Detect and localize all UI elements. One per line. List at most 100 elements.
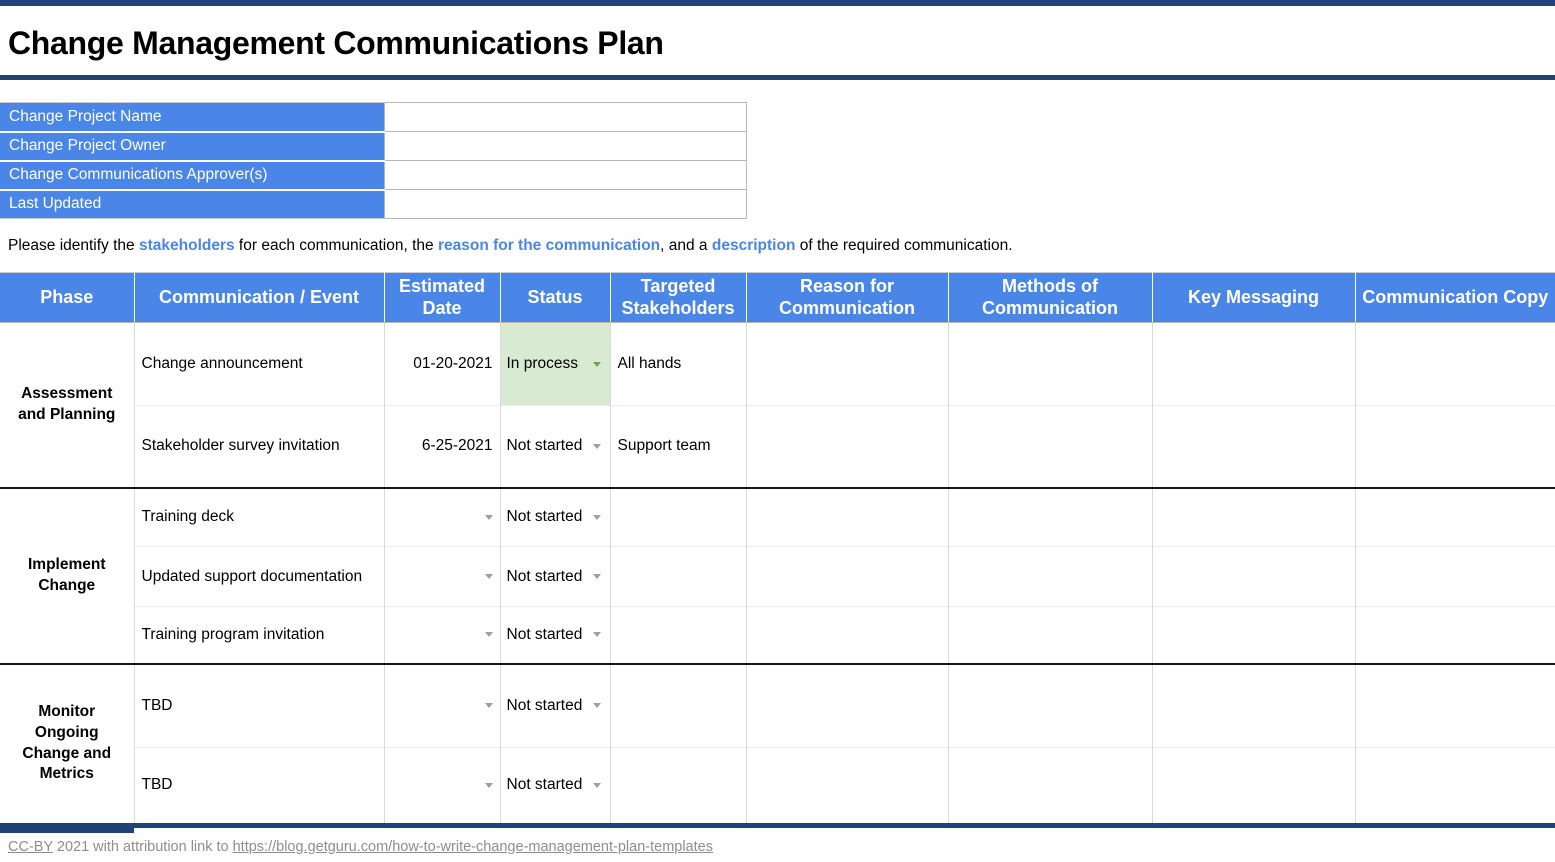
- header-communication-copy: Communication Copy: [1355, 272, 1555, 323]
- attribution-url-link[interactable]: https://blog.getguru.com/how-to-write-ch…: [232, 838, 713, 855]
- approvers-value[interactable]: [383, 160, 747, 190]
- stakeholders-cell[interactable]: Support team: [610, 405, 747, 488]
- last-updated-value[interactable]: [383, 189, 747, 219]
- event-cell[interactable]: Change announcement: [134, 322, 385, 406]
- messaging-cell[interactable]: [1152, 322, 1356, 406]
- chevron-down-icon[interactable]: [592, 361, 601, 367]
- cc-by-link[interactable]: CC-BY: [8, 838, 53, 855]
- table-row: Implement Change Training deck Not start…: [0, 486, 1555, 664]
- methods-cell[interactable]: [948, 747, 1153, 823]
- header-phase: Phase: [0, 272, 135, 323]
- event-cell[interactable]: Training deck: [134, 486, 385, 547]
- chevron-down-icon[interactable]: [484, 574, 493, 579]
- date-value: 01-20-2021: [413, 355, 493, 372]
- status-value: Not started: [506, 567, 583, 585]
- methods-cell[interactable]: [948, 546, 1153, 607]
- status-cell[interactable]: Not started: [500, 546, 611, 607]
- messaging-cell[interactable]: [1152, 747, 1356, 823]
- methods-cell[interactable]: [948, 322, 1153, 406]
- chevron-down-icon[interactable]: [484, 782, 493, 788]
- chevron-down-icon[interactable]: [592, 703, 601, 709]
- intro-text: Please identify the: [8, 237, 139, 254]
- status-cell[interactable]: Not started: [500, 606, 611, 664]
- copy-cell[interactable]: [1355, 405, 1555, 488]
- event-cell[interactable]: TBD: [134, 662, 385, 748]
- chevron-down-icon[interactable]: [592, 443, 601, 449]
- copy-cell[interactable]: [1355, 322, 1555, 406]
- copy-cell[interactable]: [1355, 747, 1555, 823]
- reason-cell[interactable]: [746, 546, 949, 607]
- event-cell[interactable]: Training program invitation: [134, 606, 385, 664]
- reason-cell[interactable]: [746, 662, 949, 748]
- page-title: Change Management Communications Plan: [8, 25, 664, 61]
- status-cell[interactable]: Not started: [500, 405, 611, 488]
- status-value: Not started: [506, 625, 583, 643]
- methods-cell[interactable]: [948, 486, 1153, 547]
- header-row: Phase Communication / Event Estimated Da…: [0, 272, 1555, 323]
- chevron-down-icon[interactable]: [592, 574, 601, 579]
- status-cell[interactable]: Not started: [500, 486, 611, 547]
- status-cell[interactable]: Not started: [500, 662, 611, 748]
- table-row: Change Project Owner: [0, 131, 747, 162]
- date-cell[interactable]: [384, 606, 501, 664]
- messaging-cell[interactable]: [1152, 606, 1356, 664]
- methods-cell[interactable]: [948, 405, 1153, 488]
- status-value: Not started: [506, 508, 583, 526]
- intro-text: for each communication, the: [234, 237, 438, 254]
- date-cell[interactable]: 6-25-2021: [384, 405, 501, 488]
- stakeholders-cell[interactable]: [610, 662, 747, 748]
- status-value: Not started: [506, 696, 583, 714]
- status-value: In process: [506, 355, 579, 372]
- bottom-accent-bar: [0, 822, 1555, 828]
- date-cell[interactable]: [384, 486, 501, 547]
- event-cell[interactable]: Updated support documentation: [134, 546, 385, 607]
- header-reason: Reason for Communication: [746, 272, 949, 323]
- messaging-cell[interactable]: [1152, 405, 1356, 488]
- reason-cell[interactable]: [746, 606, 949, 664]
- intro-sentence: Please identify the stakeholders for eac…: [8, 237, 1555, 255]
- bottom-accent-bar-left-segment: [0, 827, 134, 833]
- chevron-down-icon[interactable]: [592, 782, 601, 788]
- reason-cell[interactable]: [746, 322, 949, 406]
- reason-cell[interactable]: [746, 747, 949, 823]
- project-info-table: Change Project Name Change Project Owner…: [0, 102, 747, 219]
- chevron-down-icon[interactable]: [592, 514, 601, 520]
- copy-cell[interactable]: [1355, 546, 1555, 607]
- header-methods: Methods of Communication: [948, 272, 1153, 323]
- chevron-down-icon[interactable]: [484, 703, 493, 709]
- date-cell[interactable]: 01-20-2021: [384, 322, 501, 406]
- project-name-value[interactable]: [383, 102, 747, 132]
- copy-cell[interactable]: [1355, 606, 1555, 664]
- stakeholders-cell[interactable]: [610, 486, 747, 547]
- header-targeted-stakeholders: Targeted Stakeholders: [610, 272, 747, 323]
- reason-cell[interactable]: [746, 486, 949, 547]
- copy-cell[interactable]: [1355, 486, 1555, 547]
- stakeholders-cell[interactable]: [610, 606, 747, 664]
- messaging-cell[interactable]: [1152, 486, 1356, 547]
- reason-cell[interactable]: [746, 405, 949, 488]
- status-cell[interactable]: In process: [500, 322, 611, 406]
- date-cell[interactable]: [384, 546, 501, 607]
- methods-cell[interactable]: [948, 662, 1153, 748]
- date-cell[interactable]: [384, 662, 501, 748]
- intro-highlight-description: description: [711, 237, 796, 254]
- methods-cell[interactable]: [948, 606, 1153, 664]
- stakeholders-cell[interactable]: All hands: [610, 322, 747, 406]
- project-owner-value[interactable]: [383, 131, 747, 161]
- copy-cell[interactable]: [1355, 662, 1555, 748]
- status-cell[interactable]: Not started: [500, 747, 611, 823]
- header-status: Status: [500, 272, 611, 323]
- chevron-down-icon[interactable]: [592, 632, 601, 638]
- status-value: Not started: [506, 776, 583, 794]
- chevron-down-icon[interactable]: [484, 514, 493, 520]
- chevron-down-icon[interactable]: [484, 632, 493, 638]
- messaging-cell[interactable]: [1152, 546, 1356, 607]
- event-cell[interactable]: Stakeholder survey invitation: [134, 405, 385, 488]
- stakeholders-cell[interactable]: [610, 546, 747, 607]
- event-cell[interactable]: TBD: [134, 747, 385, 823]
- messaging-cell[interactable]: [1152, 662, 1356, 748]
- date-cell[interactable]: [384, 747, 501, 823]
- intro-highlight-reason: reason for the communication: [437, 237, 661, 254]
- stakeholders-cell[interactable]: [610, 747, 747, 823]
- table-row: Monitor Ongoing Change and Metrics TBD N…: [0, 662, 1555, 823]
